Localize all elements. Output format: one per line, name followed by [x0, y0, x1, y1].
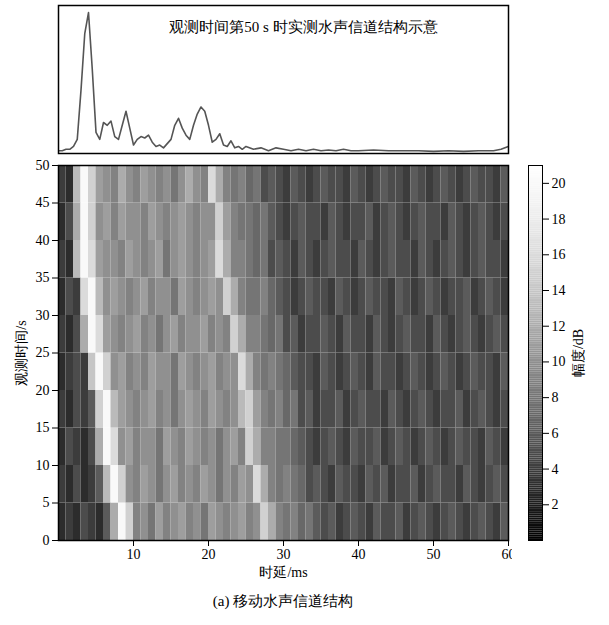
svg-text:30: 30 — [277, 547, 291, 562]
svg-text:50: 50 — [36, 158, 50, 173]
svg-text:18: 18 — [552, 212, 566, 227]
svg-text:10: 10 — [127, 547, 141, 562]
svg-text:观测时间/s: 观测时间/s — [14, 320, 29, 385]
svg-text:35: 35 — [36, 270, 50, 285]
svg-text:4: 4 — [552, 462, 559, 477]
svg-text:40: 40 — [352, 547, 366, 562]
svg-text:8: 8 — [552, 390, 559, 405]
svg-text:2: 2 — [552, 497, 559, 512]
svg-text:30: 30 — [36, 308, 50, 323]
svg-text:时延/ms: 时延/ms — [259, 565, 307, 580]
svg-text:5: 5 — [43, 495, 50, 510]
svg-text:16: 16 — [552, 247, 566, 262]
svg-text:6: 6 — [552, 426, 559, 441]
html-text:(a) 移动水声信道结构: (a) 移动水声信道结构 — [212, 593, 354, 609]
svg-text:12: 12 — [552, 319, 566, 334]
svg-text:60: 60 — [501, 547, 516, 563]
svg-text:0: 0 — [43, 533, 50, 548]
svg-text:10: 10 — [36, 458, 50, 473]
svg-text:20: 20 — [202, 547, 216, 562]
svg-text:幅度/dB: 幅度/dB — [571, 329, 586, 377]
svg-text:45: 45 — [36, 195, 50, 210]
svg-text:50: 50 — [427, 547, 441, 562]
svg-text:15: 15 — [36, 420, 50, 435]
svg-text:观测时间第50 s 时实测水声信道结构示意: 观测时间第50 s 时实测水声信道结构示意 — [169, 19, 437, 35]
svg-text:40: 40 — [36, 233, 50, 248]
svg-text:20: 20 — [552, 176, 566, 191]
svg-text:25: 25 — [36, 345, 50, 360]
svg-text:14: 14 — [552, 283, 566, 298]
svg-text:10: 10 — [552, 354, 566, 369]
svg-text:20: 20 — [36, 383, 50, 398]
